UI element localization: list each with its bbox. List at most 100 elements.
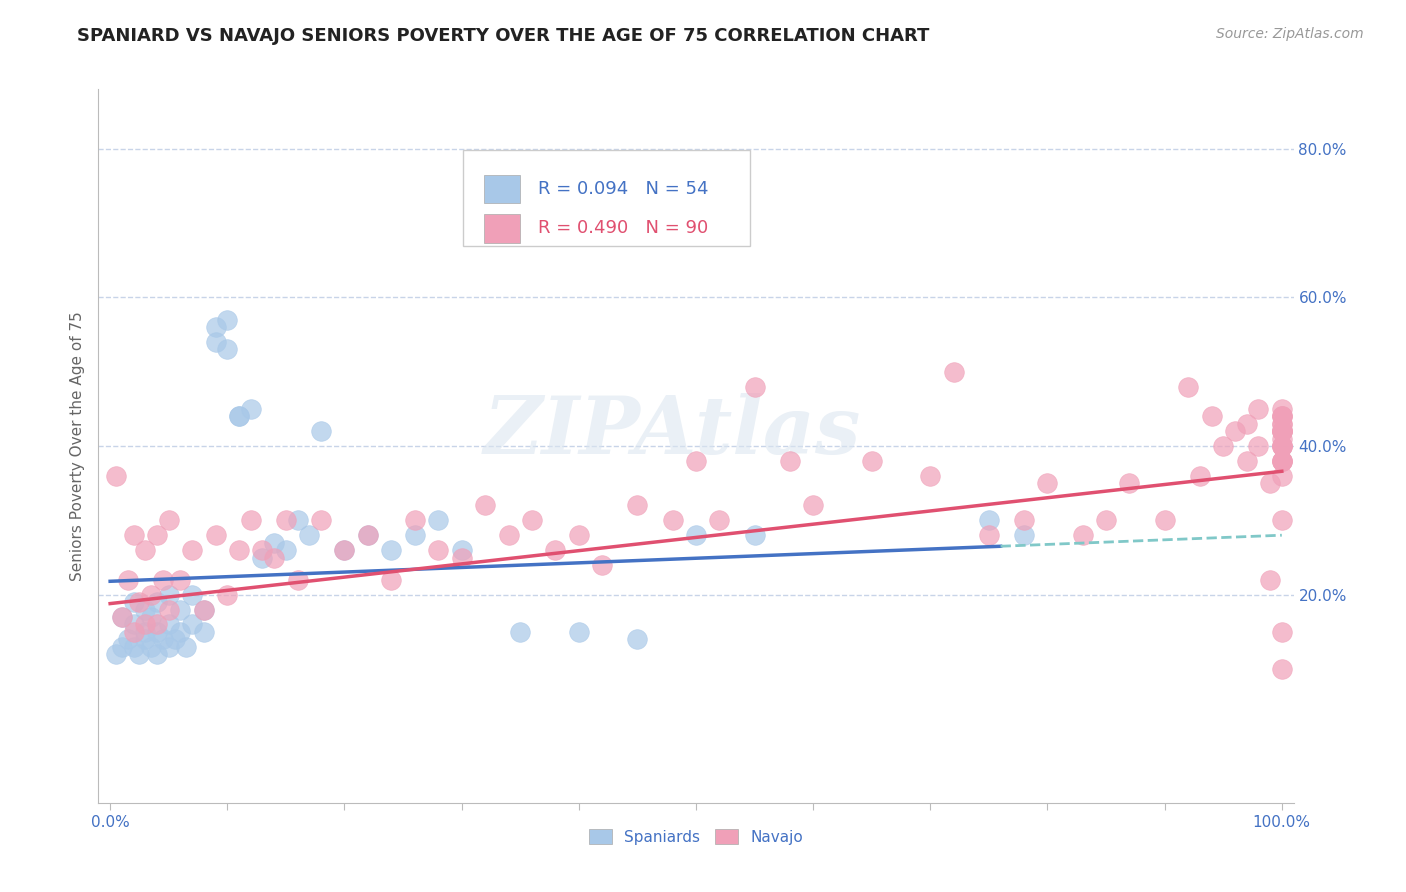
- Point: [1271, 424, 1294, 438]
- Point: [1258, 476, 1281, 491]
- Point: [1271, 454, 1294, 468]
- Y-axis label: Seniors Poverty Over the Age of 75: Seniors Poverty Over the Age of 75: [69, 311, 84, 581]
- Point: [134, 543, 156, 558]
- Point: [111, 610, 134, 624]
- Point: [105, 647, 128, 661]
- Point: [134, 632, 156, 647]
- Point: [744, 528, 766, 542]
- Point: [134, 602, 156, 616]
- Point: [122, 595, 145, 609]
- Point: [117, 632, 139, 647]
- Point: [169, 624, 191, 639]
- Point: [1118, 476, 1140, 491]
- Point: [1271, 439, 1294, 453]
- Point: [1271, 662, 1294, 676]
- Point: [181, 543, 204, 558]
- Point: [1036, 476, 1059, 491]
- Point: [404, 528, 426, 542]
- Point: [568, 624, 591, 639]
- Text: R = 0.490   N = 90: R = 0.490 N = 90: [538, 219, 709, 237]
- Point: [1236, 417, 1258, 431]
- Point: [298, 528, 321, 542]
- Point: [1271, 513, 1294, 527]
- Point: [157, 602, 180, 616]
- Point: [1247, 401, 1270, 416]
- Point: [309, 513, 332, 527]
- Point: [1212, 439, 1234, 453]
- Point: [157, 617, 180, 632]
- Point: [239, 513, 262, 527]
- Point: [157, 588, 180, 602]
- Point: [1271, 417, 1294, 431]
- Point: [474, 499, 496, 513]
- Point: [217, 588, 239, 602]
- Text: ZIPAtlas: ZIPAtlas: [484, 393, 860, 470]
- Point: [1271, 468, 1294, 483]
- Point: [105, 468, 128, 483]
- Point: [169, 602, 191, 616]
- Point: [152, 573, 174, 587]
- Point: [380, 543, 402, 558]
- Point: [568, 528, 591, 542]
- Point: [404, 513, 426, 527]
- Point: [1271, 424, 1294, 438]
- Point: [1153, 513, 1175, 527]
- Point: [1236, 454, 1258, 468]
- Point: [1271, 454, 1294, 468]
- Point: [134, 617, 156, 632]
- Point: [1271, 401, 1294, 416]
- Point: [333, 543, 356, 558]
- Text: R = 0.094   N = 54: R = 0.094 N = 54: [538, 180, 709, 198]
- Point: [860, 454, 883, 468]
- Point: [217, 312, 239, 326]
- Legend: Spaniards, Navajo: Spaniards, Navajo: [581, 821, 811, 852]
- Point: [252, 550, 274, 565]
- Point: [1271, 624, 1294, 639]
- Point: [1271, 409, 1294, 424]
- Point: [1223, 424, 1246, 438]
- Point: [1271, 432, 1294, 446]
- Point: [357, 528, 380, 542]
- Point: [287, 573, 309, 587]
- Point: [141, 640, 163, 654]
- Point: [204, 320, 226, 334]
- Point: [1271, 424, 1294, 438]
- Point: [146, 624, 169, 639]
- Point: [146, 647, 169, 661]
- Point: [157, 513, 180, 527]
- Point: [128, 647, 150, 661]
- Point: [111, 610, 134, 624]
- Point: [217, 343, 239, 357]
- Point: [134, 624, 156, 639]
- Point: [117, 573, 139, 587]
- Point: [685, 454, 707, 468]
- Point: [509, 624, 531, 639]
- Point: [380, 573, 402, 587]
- Point: [274, 543, 297, 558]
- Point: [1271, 424, 1294, 438]
- Point: [626, 499, 648, 513]
- Point: [661, 513, 683, 527]
- Point: [252, 543, 274, 558]
- Point: [122, 528, 145, 542]
- Point: [204, 334, 226, 349]
- Point: [1271, 439, 1294, 453]
- Point: [122, 640, 145, 654]
- Point: [193, 624, 215, 639]
- Point: [1271, 409, 1294, 424]
- Point: [1012, 528, 1035, 542]
- Point: [427, 543, 450, 558]
- Point: [1188, 468, 1211, 483]
- Point: [239, 401, 262, 416]
- Point: [163, 632, 186, 647]
- Point: [1271, 409, 1294, 424]
- Point: [128, 595, 150, 609]
- Point: [146, 528, 169, 542]
- Point: [1177, 379, 1199, 393]
- Point: [263, 550, 285, 565]
- Point: [174, 640, 197, 654]
- Point: [152, 632, 174, 647]
- Point: [122, 617, 145, 632]
- Point: [357, 528, 380, 542]
- Point: [709, 513, 731, 527]
